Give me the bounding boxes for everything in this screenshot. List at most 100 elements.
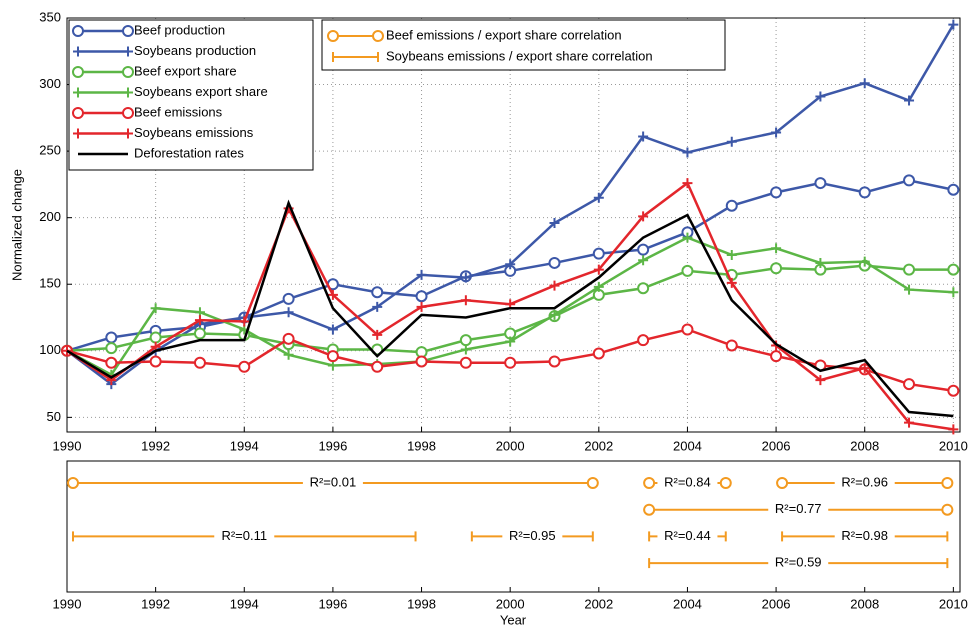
marker (682, 147, 693, 158)
interval-label: R²=0.01 (310, 474, 357, 489)
marker (726, 136, 737, 147)
marker (770, 350, 783, 363)
marker (73, 87, 83, 98)
x-tick-label: 2010 (939, 596, 968, 611)
marker (105, 331, 118, 344)
marker (327, 30, 339, 42)
marker (948, 424, 959, 435)
marker (726, 277, 737, 288)
marker (504, 356, 517, 369)
marker (593, 192, 604, 203)
legend (68, 19, 314, 171)
y-tick-label: 150 (39, 276, 61, 291)
marker (327, 324, 338, 335)
marker (815, 375, 826, 386)
marker (372, 301, 383, 312)
marker (239, 316, 250, 327)
marker (123, 128, 133, 139)
marker (326, 350, 339, 363)
marker (904, 95, 915, 106)
y-tick-label: 350 (39, 9, 61, 24)
legend-label: Deforestation rates (134, 145, 244, 160)
marker (592, 247, 605, 260)
marker (505, 259, 516, 270)
marker (682, 178, 693, 189)
legend-label: Beef emissions (134, 104, 223, 119)
marker (948, 287, 959, 298)
marker (123, 46, 133, 57)
marker (681, 323, 694, 336)
marker (719, 477, 732, 489)
interval-label: R²=0.77 (775, 501, 822, 516)
marker (643, 503, 656, 516)
x-tick-label: 1998 (407, 438, 436, 453)
series-line (66, 199, 954, 418)
x-tick-label: 2002 (584, 438, 613, 453)
marker (637, 334, 650, 347)
marker (371, 360, 384, 373)
legend-label: Beef export share (134, 63, 237, 78)
marker (682, 232, 693, 243)
interval-label: R²=0.59 (775, 555, 822, 570)
marker (637, 282, 650, 295)
legend (321, 19, 726, 71)
label-bg (657, 528, 718, 545)
marker (903, 174, 916, 187)
marker (282, 292, 295, 305)
marker (459, 334, 472, 347)
label-bg (657, 475, 718, 491)
marker (122, 66, 134, 78)
label-bg (302, 475, 363, 491)
x-tick-label: 1990 (53, 438, 82, 453)
x-tick-label: 1992 (141, 596, 170, 611)
marker (771, 127, 782, 138)
marker (859, 78, 870, 89)
x-tick-label: 2008 (850, 596, 879, 611)
marker (941, 477, 954, 489)
marker (460, 295, 471, 306)
interval-label: R²=0.98 (841, 528, 888, 543)
y-tick-label: 50 (47, 409, 61, 424)
marker (770, 186, 783, 199)
marker (282, 332, 295, 345)
x-tick-label: 1990 (53, 596, 82, 611)
marker (415, 290, 428, 303)
marker (904, 284, 915, 295)
marker (505, 336, 516, 347)
marker (193, 327, 206, 340)
marker (771, 243, 782, 254)
marker (858, 186, 871, 199)
marker (776, 477, 789, 489)
marker (903, 263, 916, 276)
marker (859, 363, 870, 374)
legend-label: Soybeans production (134, 43, 256, 58)
y-tick-label: 200 (39, 209, 61, 224)
legend-label: Soybeans emissions (134, 125, 254, 140)
marker (549, 218, 560, 229)
label-bg (768, 555, 829, 572)
x-tick-label: 2006 (762, 596, 791, 611)
marker (548, 256, 561, 269)
x-tick-label: 1994 (230, 596, 259, 611)
marker (903, 378, 916, 391)
marker (549, 280, 560, 291)
label-bg (502, 528, 563, 545)
marker (770, 262, 783, 275)
marker (105, 342, 118, 355)
marker (947, 384, 960, 397)
marker (904, 417, 915, 428)
marker (193, 356, 206, 369)
interval-label: R²=0.96 (841, 474, 888, 489)
x-tick-label: 2004 (673, 596, 702, 611)
marker (460, 344, 471, 355)
marker (948, 19, 959, 30)
marker (947, 263, 960, 276)
x-tick-label: 2004 (673, 438, 702, 453)
marker (549, 309, 560, 320)
x-tick-label: 1992 (141, 438, 170, 453)
marker (283, 307, 294, 318)
x-tick-label: 2002 (584, 596, 613, 611)
x-tick-label: 2010 (939, 438, 968, 453)
y-tick-label: 300 (39, 76, 61, 91)
marker (149, 355, 162, 368)
